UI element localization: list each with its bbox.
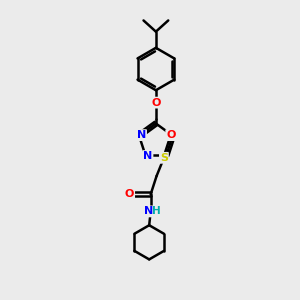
Text: O: O bbox=[125, 189, 134, 199]
Text: H: H bbox=[152, 206, 160, 216]
Text: O: O bbox=[166, 130, 176, 140]
Text: N: N bbox=[137, 130, 146, 140]
Text: S: S bbox=[160, 153, 168, 163]
Text: N: N bbox=[144, 206, 153, 216]
Text: N: N bbox=[143, 151, 152, 161]
Text: O: O bbox=[151, 98, 160, 108]
